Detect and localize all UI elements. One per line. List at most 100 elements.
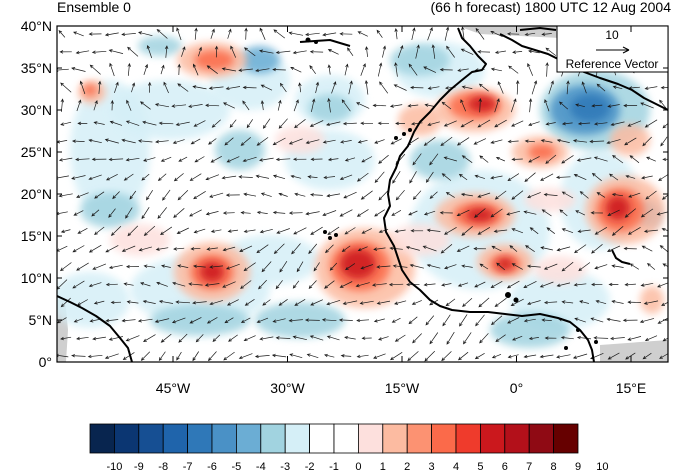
wind-vector <box>310 157 323 162</box>
wind-vector <box>444 226 457 235</box>
wind-vector <box>206 65 218 74</box>
wind-vector <box>288 211 303 215</box>
wind-vector <box>548 80 554 95</box>
wind-vector <box>143 63 149 76</box>
wind-vector <box>510 298 524 306</box>
wind-vector <box>640 102 654 109</box>
wind-vector <box>158 351 166 361</box>
wind-vector <box>254 354 270 359</box>
wind-vector <box>439 211 453 215</box>
wind-vector <box>94 226 105 235</box>
colorbar-label: -2 <box>305 461 315 471</box>
colorbar-swatch <box>357 423 384 454</box>
wind-vector <box>311 98 316 112</box>
wind-vector <box>88 244 102 253</box>
anomaly-shade <box>200 262 224 282</box>
wind-vector <box>661 301 668 306</box>
wind-vector <box>612 85 623 90</box>
anomaly-shade <box>390 224 450 256</box>
wind-vector <box>629 263 639 270</box>
wind-vector <box>546 227 556 234</box>
wind-vector <box>75 157 90 162</box>
wind-vector <box>293 99 299 112</box>
coastline-lake-chad <box>611 249 631 265</box>
wind-vector <box>161 264 171 268</box>
wind-vector <box>589 139 605 144</box>
wind-vector <box>244 299 255 306</box>
wind-vector <box>327 226 340 235</box>
lat-label: 15°N <box>21 228 52 244</box>
wind-vector <box>662 157 668 162</box>
wind-vector <box>339 209 353 217</box>
wind-vector <box>610 121 625 127</box>
wind-vector <box>659 245 668 252</box>
wind-vector <box>477 226 491 235</box>
wind-vector <box>222 246 236 252</box>
wind-vector <box>622 318 638 323</box>
wind-vector <box>423 136 436 146</box>
wind-vector <box>645 190 657 200</box>
wind-vector <box>477 192 491 198</box>
wind-vector <box>324 353 335 358</box>
wind-vector <box>627 120 642 127</box>
wind-vector <box>104 138 119 144</box>
wind-vector <box>506 210 521 216</box>
lon-label: 0° <box>510 380 523 396</box>
wind-vector <box>154 318 170 323</box>
wind-vector <box>58 157 73 162</box>
anomaly-shade <box>528 144 556 160</box>
wind-vector <box>339 174 353 180</box>
wind-vector <box>531 80 538 95</box>
wind-vector <box>374 209 385 217</box>
wind-vector <box>238 353 253 360</box>
wind-vector <box>378 336 389 341</box>
wind-vector <box>105 318 119 323</box>
wind-vector <box>71 67 86 72</box>
wind-vector <box>293 227 307 235</box>
wind-vector <box>507 173 520 182</box>
wind-vector <box>308 280 317 290</box>
wind-vector <box>143 157 156 162</box>
wind-vector <box>73 31 84 37</box>
wind-vector <box>608 282 619 287</box>
wind-vector <box>259 157 274 162</box>
wind-vector <box>495 334 506 342</box>
anomaly-shade <box>215 130 265 170</box>
colorbar: -10 -9 -8 -7 -6 -5 -4 -3 -2 -1 0 1 2 3 4 5 6 7 8 9 10 <box>89 423 609 471</box>
wind-vector <box>507 354 519 359</box>
wind-vector <box>628 192 641 198</box>
wind-vector <box>410 85 424 90</box>
wind-vector <box>405 245 420 251</box>
wind-vector <box>391 317 401 323</box>
wind-vector <box>327 49 339 55</box>
wind-vector <box>545 122 556 126</box>
wind-vector <box>543 300 558 305</box>
wind-vector <box>494 190 507 200</box>
wind-vector <box>126 264 140 269</box>
wind-vector <box>529 227 539 235</box>
wind-vector <box>240 280 252 289</box>
wind-vector <box>391 209 402 216</box>
wind-vector <box>429 191 438 199</box>
wind-vector <box>193 228 206 234</box>
colorbar-swatch <box>235 423 262 454</box>
wind-vector <box>543 192 558 197</box>
wind-vector <box>339 32 353 36</box>
anomaly-shade <box>83 84 97 96</box>
wind-vector <box>425 315 435 326</box>
wind-vector <box>394 334 406 342</box>
wind-vector <box>344 227 356 235</box>
wind-vector <box>572 353 588 359</box>
wind-vector <box>109 62 115 77</box>
wind-vector <box>378 154 389 164</box>
wind-vector <box>640 282 654 287</box>
wind-vector <box>575 210 586 216</box>
wind-vector <box>460 119 474 128</box>
wind-vector <box>541 209 552 217</box>
wind-vector <box>441 351 452 362</box>
wind-vector <box>315 81 320 94</box>
wind-vector <box>109 120 123 126</box>
wind-vector <box>292 157 307 161</box>
wind-vector <box>192 351 199 362</box>
wind-vector <box>244 27 248 40</box>
